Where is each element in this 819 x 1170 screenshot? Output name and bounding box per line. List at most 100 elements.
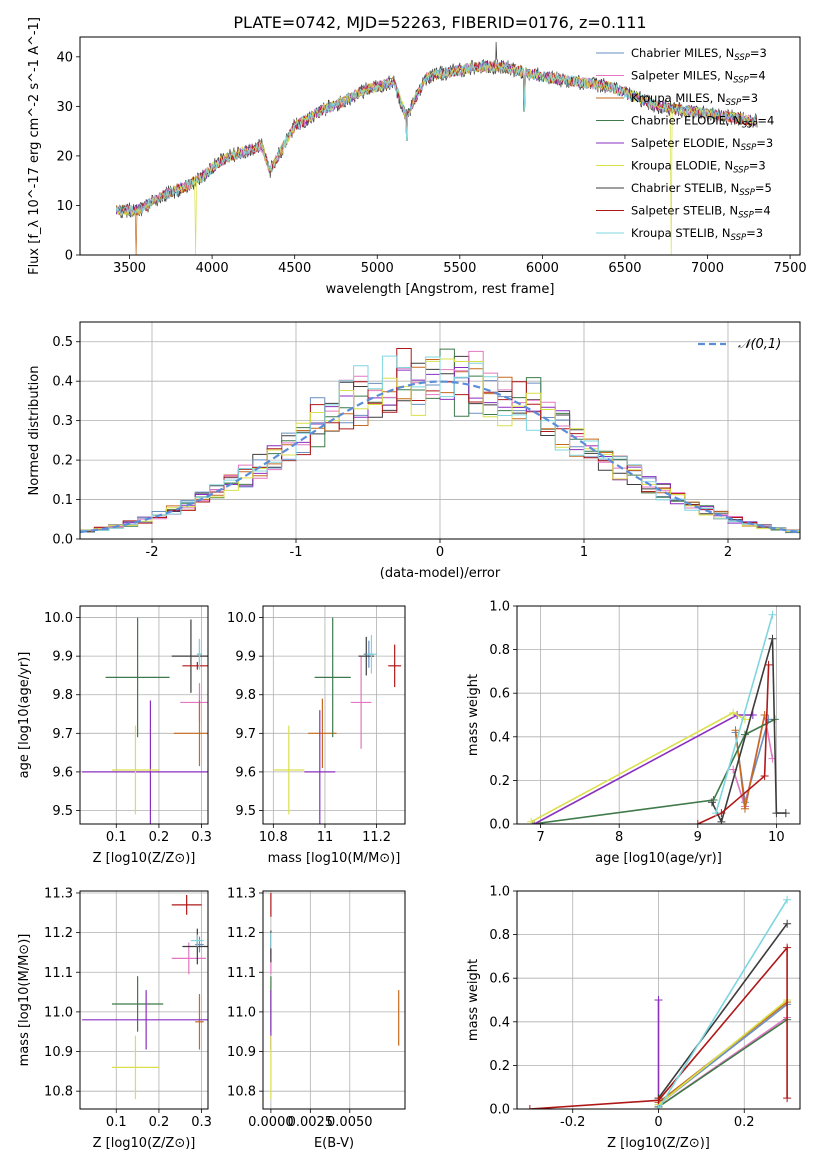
y-tick-label: 0.1 (52, 493, 73, 508)
x-tick-label: 11 (317, 830, 334, 845)
legend-name: Kroupa ELODIE, N (631, 159, 733, 173)
panel-1: 3500 4000 4500 5000 5500 6000 6500 7000 7500 0 10 2… (27, 17, 807, 297)
x-tick-label: 7500 (774, 261, 807, 276)
axes-frame (79, 36, 801, 256)
legend-entry: Salpeter STELIB, NSSP=4 (631, 204, 771, 221)
weight-marker (783, 1094, 792, 1103)
legend-subscript: SSP (739, 188, 755, 198)
y-tick-label: 9.6 (52, 765, 73, 780)
legend-subscript: SSP (742, 121, 758, 131)
legend-name: Salpeter STELIB, N (631, 204, 738, 218)
y-tick-label: 10.9 (227, 1045, 256, 1060)
x-tick-label: 8 (615, 830, 623, 845)
plot-area (270, 892, 400, 1100)
x-tick-label: 0.0000 (248, 1115, 294, 1130)
weight-marker (654, 1105, 663, 1109)
x-tick-label: 10.8 (259, 830, 288, 845)
weight-marker (707, 798, 716, 807)
legend-name: Salpeter MILES, N (631, 69, 733, 83)
legend-name: Kroupa MILES, N (631, 91, 726, 105)
legend-value: =4 (754, 204, 771, 218)
x-axis-label: Z [log10(Z/Z⊙)] (607, 1136, 710, 1151)
y-axis-label: mass [log10(M/M⊙)] (17, 934, 32, 1067)
weight-series-9 (654, 895, 792, 1109)
weight-series-6 (527, 708, 749, 824)
y-tick-label: 10.8 (44, 1085, 73, 1100)
legend-name: Salpeter ELODIE, N (631, 136, 741, 150)
legend-subscript: SSP (733, 76, 749, 86)
errorbar-point-3 (195, 994, 204, 1050)
axes-frame (262, 890, 406, 1110)
y-tick-label: 0.0 (489, 1103, 510, 1118)
y-tick-label: 0 (65, 249, 73, 264)
legend-entry: Chabrier ELODIE, NSSP=4 (631, 114, 774, 131)
errorbar-point-8 (182, 661, 208, 670)
x-tick-label: 11.2 (362, 830, 391, 845)
y-tick-label: 0.2 (489, 1059, 510, 1074)
x-tick-label: 0 (654, 1115, 662, 1130)
y-tick-label: 0.6 (489, 687, 510, 702)
y-axis-label: Flux [f_λ 10^-17 erg cm^-2 s^-1 A^-1] (27, 17, 42, 275)
x-tick-label: 9 (694, 830, 702, 845)
x-tick-label: 7000 (691, 261, 724, 276)
x-tick-label: -1 (290, 545, 303, 560)
axes-frame (516, 605, 801, 825)
y-tick-label: 10.8 (227, 1085, 256, 1100)
weight-line (657, 923, 788, 1099)
axes-frame (79, 890, 209, 1110)
panel-3: 0.1 0.2 0.3 9.5 9.6 9.7 9.8 9.9 10.0 Z [log10(Z/Z… (17, 605, 212, 866)
legend-subscript: SSP (738, 211, 754, 221)
weight-line (697, 664, 770, 824)
y-tick-label: 10.9 (44, 1045, 73, 1060)
y-axis-label: mass weight (466, 674, 481, 756)
x-tick-label: 10 (768, 830, 785, 845)
errorbar-point-5 (82, 990, 208, 1050)
y-tick-label: 0.8 (489, 928, 510, 943)
errorbar-point-8 (388, 644, 402, 688)
y-tick-label: 9.8 (52, 688, 73, 703)
spectrum-series-9 (115, 60, 757, 217)
y-tick-label: 9.6 (235, 765, 256, 780)
y-tick-label: 0.0 (52, 533, 73, 548)
legend-entry: Kroupa STELIB, NSSP=3 (631, 226, 763, 243)
legend-value: =3 (741, 91, 758, 105)
x-axis-label: age [log10(age/yr)] (595, 851, 722, 866)
x-tick-label: 7 (536, 830, 544, 845)
legend-value: =3 (756, 136, 773, 150)
legend-name: Chabrier MILES, N (631, 46, 734, 60)
y-tick-label: 0.2 (52, 454, 73, 469)
legend-value: =3 (749, 159, 766, 173)
weight-series-2 (729, 711, 777, 811)
legend-entry: Kroupa MILES, NSSP=3 (631, 91, 758, 108)
y-tick-label: 9.5 (235, 804, 256, 819)
legend-value: =5 (755, 181, 772, 195)
y-tick-label: 11.0 (44, 1005, 73, 1020)
weight-line (711, 638, 786, 824)
legend-entry: 𝒩(0,1) (738, 337, 781, 352)
errorbar-point-9 (190, 934, 204, 947)
errorbar-point-7 (171, 619, 208, 693)
legend-name: Chabrier ELODIE, N (631, 114, 742, 128)
x-tick-label: 0.3 (191, 1115, 212, 1130)
figure-title: PLATE=0742, MJD=52263, FIBERID=0176, z=0… (233, 13, 646, 32)
y-tick-label: 0.4 (52, 375, 73, 390)
errorbar-point-6 (112, 725, 159, 815)
weight-marker (764, 660, 773, 669)
x-axis-label: mass [log10(M/M⊙)] (268, 851, 401, 866)
errorbar-point-3 (173, 700, 208, 767)
spectrum-series-6 (116, 61, 757, 255)
x-tick-label: 0.3 (191, 830, 212, 845)
y-tick-label: 11.2 (227, 926, 256, 941)
weight-marker (731, 726, 740, 735)
x-tick-label: -0.2 (560, 1115, 585, 1130)
legend-subscript: SSP (731, 233, 747, 243)
y-tick-label: 9.7 (52, 727, 73, 742)
y-tick-label: 0.2 (489, 774, 510, 789)
y-tick-label: 11.1 (227, 966, 256, 981)
plot-area (115, 41, 758, 255)
legend-value: =3 (746, 226, 763, 240)
x-tick-label: 6500 (608, 261, 641, 276)
errorbar-point-9 (197, 638, 202, 670)
y-tick-label: 1.0 (489, 885, 510, 900)
